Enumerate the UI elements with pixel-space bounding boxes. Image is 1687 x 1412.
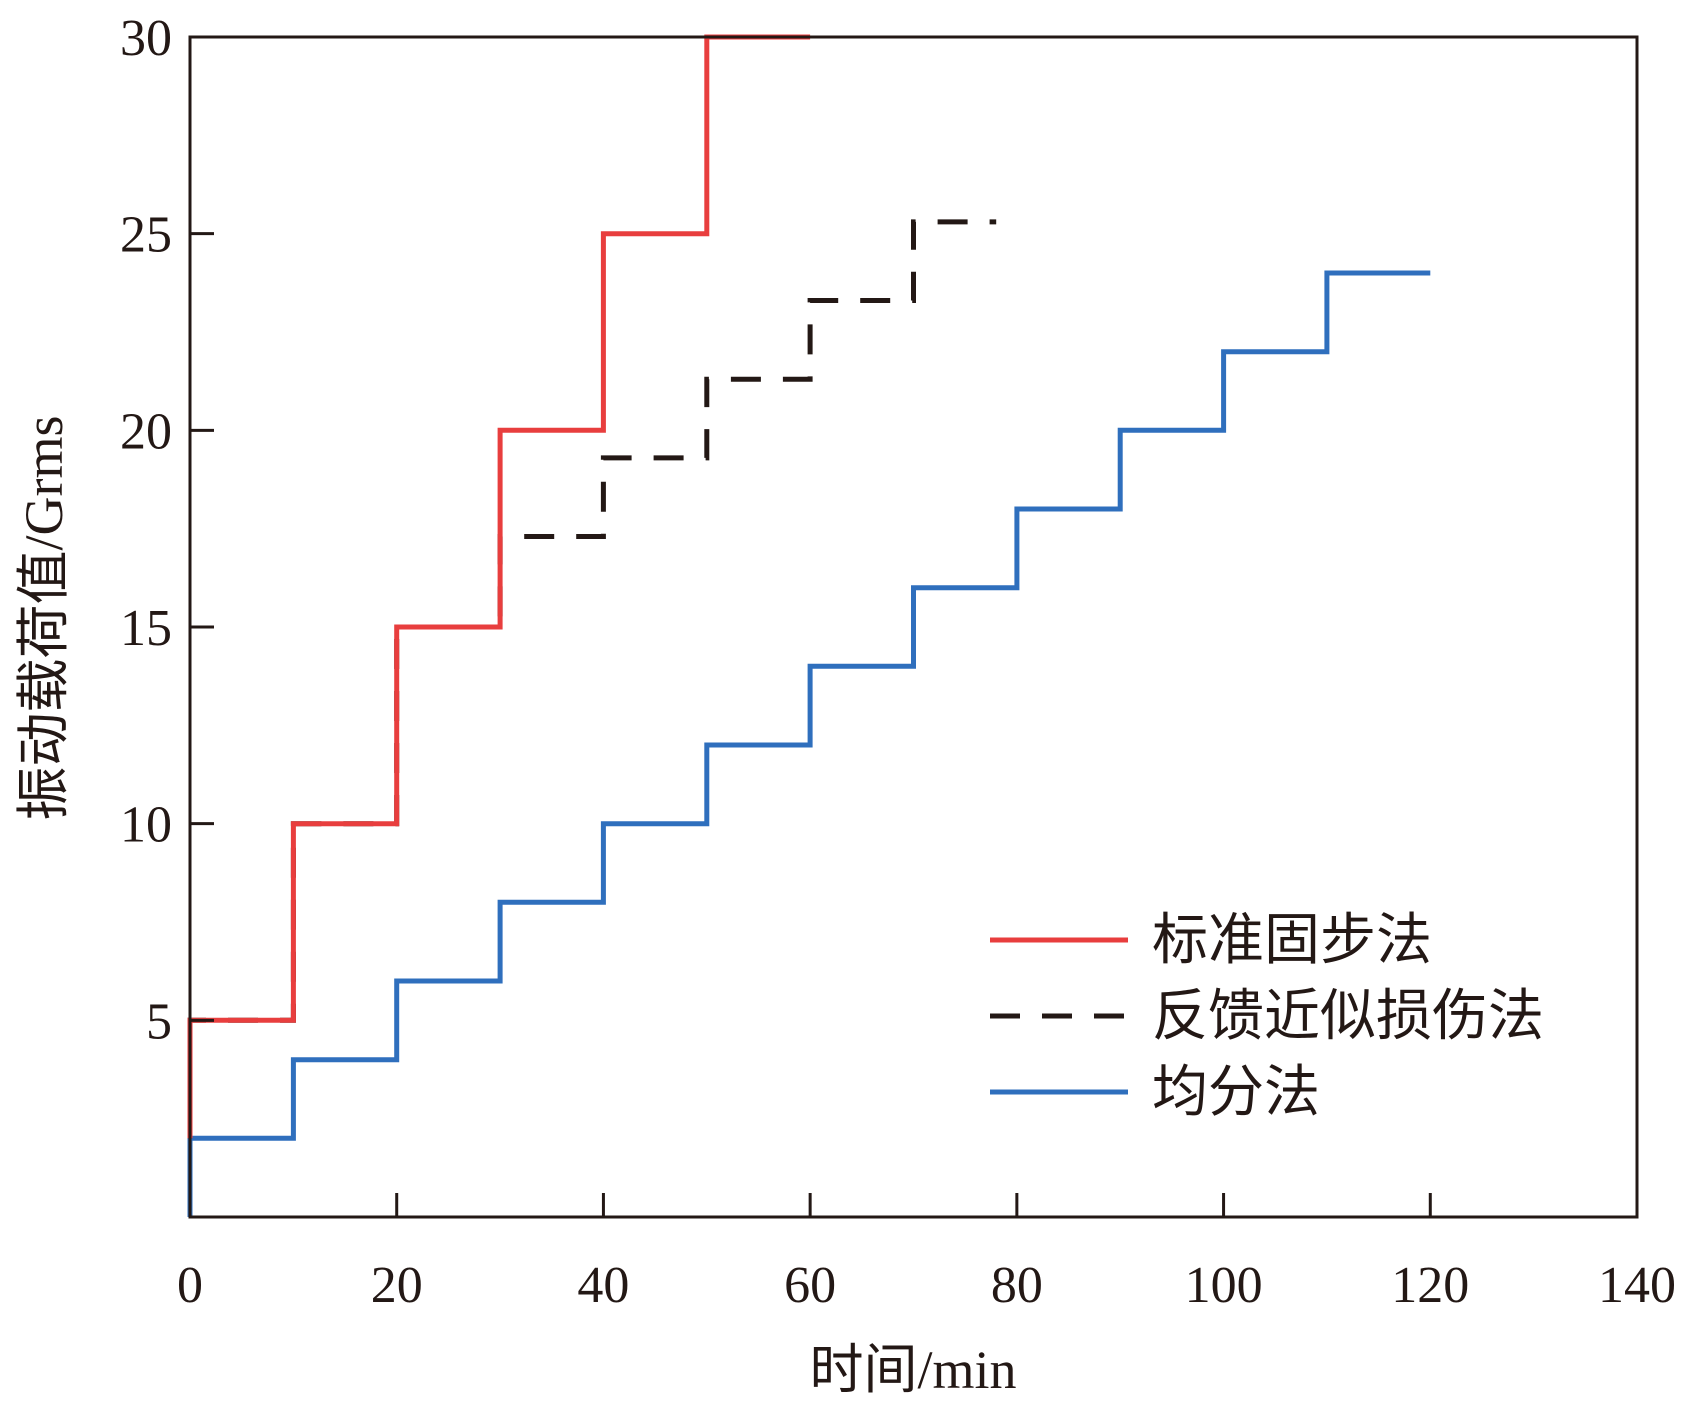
- y-axis-ticks: 5 10 15 20 25 30: [120, 10, 214, 1050]
- legend-label-1: 反馈近似损伤法: [1152, 986, 1544, 1048]
- x-tick-label: 40: [577, 1257, 629, 1314]
- y-tick-label: 15: [120, 600, 172, 657]
- x-axis-ticks: 0 20 40 60 80 100 120 140: [177, 1193, 1676, 1314]
- y-tick-label: 10: [120, 797, 172, 854]
- y-tick-label: 20: [120, 403, 172, 460]
- legend-label-2: 均分法: [1152, 1062, 1320, 1124]
- x-tick-label: 60: [784, 1257, 836, 1314]
- series-layer: [187, 34, 1431, 1217]
- x-tick-label: 80: [991, 1257, 1043, 1314]
- x-tick-label: 140: [1598, 1257, 1676, 1314]
- x-tick-label: 100: [1185, 1257, 1263, 1314]
- y-tick-label: 5: [146, 993, 172, 1050]
- series-line-2: [187, 270, 1431, 1217]
- y-tick-label: 25: [120, 207, 172, 264]
- x-tick-label: 20: [371, 1257, 423, 1314]
- y-tick-label: 30: [120, 10, 172, 67]
- y-axis-label: 振动载荷值/Grms: [14, 416, 74, 821]
- series-line-0: [187, 34, 811, 1139]
- x-tick-label: 120: [1391, 1257, 1469, 1314]
- legend-label-0: 标准固步法: [1152, 910, 1432, 972]
- x-tick-label: 0: [177, 1257, 203, 1314]
- series-line-1: [187, 219, 997, 1139]
- x-axis-label: 时间/min: [809, 1340, 1016, 1400]
